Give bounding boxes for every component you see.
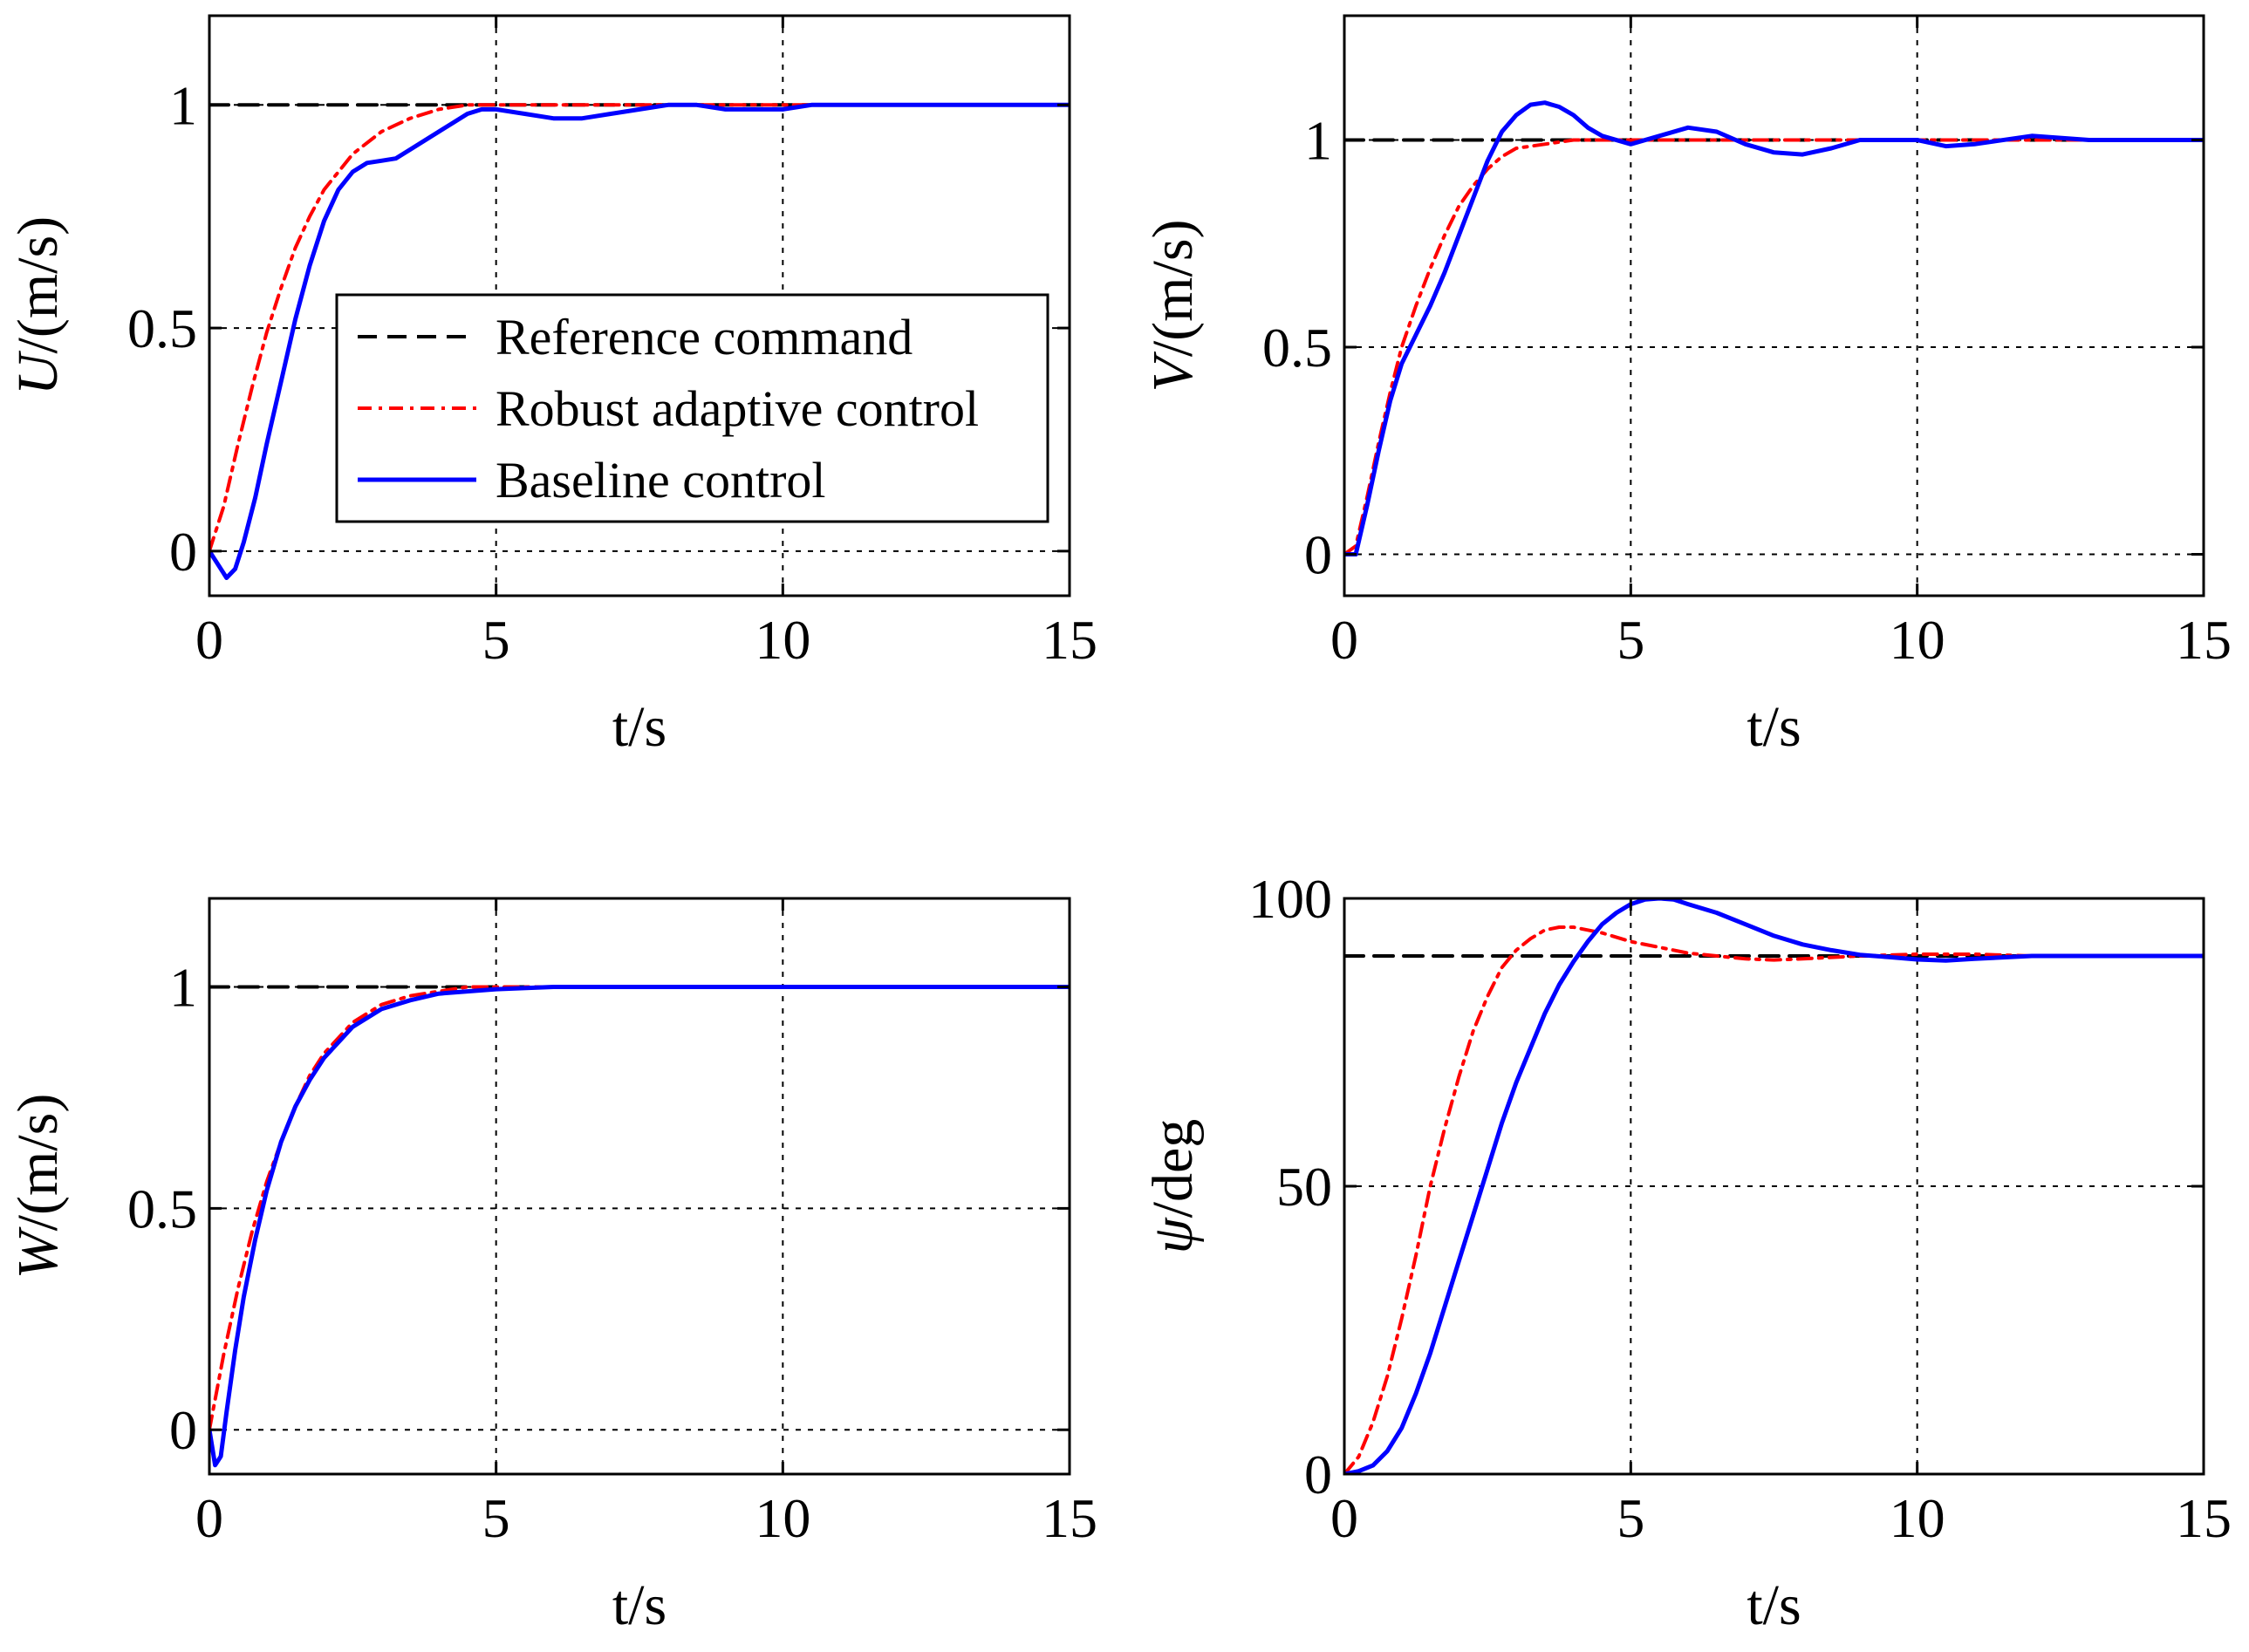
- x-tick-label: 10: [1890, 609, 1945, 671]
- x-axis-label: t/s: [612, 1573, 666, 1637]
- y-axis-label-unit: /(m/s): [6, 1094, 70, 1232]
- subplot-3: 0 5 10 15 0 0.5 1 t/s W/(m/s): [6, 897, 1097, 1637]
- x-axis-label: t/s: [1747, 695, 1801, 759]
- plot-area: [1344, 16, 2204, 596]
- plot-area: [209, 898, 1070, 1474]
- series-line-baseline-control: [1344, 898, 2204, 1474]
- y-tick-label: 50: [1276, 1156, 1332, 1218]
- y-axis-label-variable: W: [6, 1226, 70, 1279]
- legend-label: Baseline control: [496, 452, 826, 509]
- axes-frame: [1343, 14, 2205, 597]
- series-group: [209, 102, 1070, 580]
- y-tick-label: 0.5: [1262, 317, 1332, 379]
- axes-frame: [208, 14, 1071, 597]
- x-tick-label: 10: [1890, 1487, 1945, 1549]
- series-group: [1344, 100, 2204, 556]
- y-axis-label: V/(m/s): [1141, 220, 1205, 393]
- subplot-2: 0 5 10 15 0 0.5 1 t/s V/(m/s): [1141, 14, 2232, 759]
- legend-label: Reference command: [496, 309, 913, 365]
- legend-label: Robust adaptive control: [496, 380, 979, 437]
- y-axis-label: W/(m/s): [6, 1094, 70, 1280]
- y-axis-label-unit: /(m/s): [1141, 220, 1205, 358]
- x-tick-label: 10: [755, 1487, 810, 1549]
- legend: Reference command Robust adaptive control…: [335, 293, 1049, 523]
- y-tick-label: 1: [169, 74, 197, 136]
- series-line-baseline-control: [209, 985, 1070, 1468]
- x-tick-label: 0: [195, 1487, 223, 1549]
- x-axis-label: t/s: [1747, 1573, 1801, 1637]
- x-tick-label: 15: [1042, 1487, 1097, 1549]
- x-tick-label: 5: [482, 609, 510, 671]
- y-axis-label: ψ/deg: [1141, 1119, 1205, 1254]
- y-axis-label-variable: U: [6, 350, 70, 395]
- y-axis-label: U/(m/s): [6, 216, 70, 395]
- series-group: [209, 985, 1070, 1468]
- y-axis-label-unit: /(m/s): [6, 216, 70, 354]
- x-tick-label: 5: [1617, 609, 1644, 671]
- x-tick-label: 0: [1330, 609, 1358, 671]
- subplot-4: 0 5 10 15 0 50 100 t/s ψ/deg: [1141, 868, 2232, 1637]
- series-line-baseline-control: [1344, 100, 2204, 556]
- x-tick-label: 0: [195, 609, 223, 671]
- x-tick-label: 15: [2176, 609, 2232, 671]
- y-axis-label-variable: V: [1141, 351, 1205, 392]
- series-group: [1344, 898, 2204, 1474]
- y-tick-label: 0: [1304, 524, 1332, 586]
- x-tick-label: 15: [1042, 609, 1097, 671]
- y-tick-label: 1: [1304, 110, 1332, 172]
- y-tick-label: 0.5: [127, 297, 197, 359]
- axes-frame: [208, 897, 1071, 1476]
- x-tick-label: 10: [755, 609, 810, 671]
- y-tick-label: 0: [1304, 1444, 1332, 1505]
- y-tick-label: 0: [169, 1399, 197, 1461]
- y-axis-label-unit: /deg: [1141, 1119, 1205, 1219]
- y-tick-label: 1: [169, 957, 197, 1019]
- x-tick-label: 5: [1617, 1487, 1644, 1549]
- y-tick-label: 0: [169, 521, 197, 583]
- series-line-baseline-control: [209, 102, 1070, 580]
- y-tick-label: 100: [1248, 868, 1332, 930]
- x-tick-label: 5: [482, 1487, 510, 1549]
- x-axis-label: t/s: [612, 695, 666, 759]
- x-tick-label: 15: [2176, 1487, 2232, 1549]
- y-tick-label: 0.5: [127, 1178, 197, 1239]
- y-axis-label-variable: ψ: [1141, 1217, 1205, 1253]
- series-line-robust-adaptive-control: [209, 103, 1070, 553]
- x-tick-label: 0: [1330, 1487, 1358, 1549]
